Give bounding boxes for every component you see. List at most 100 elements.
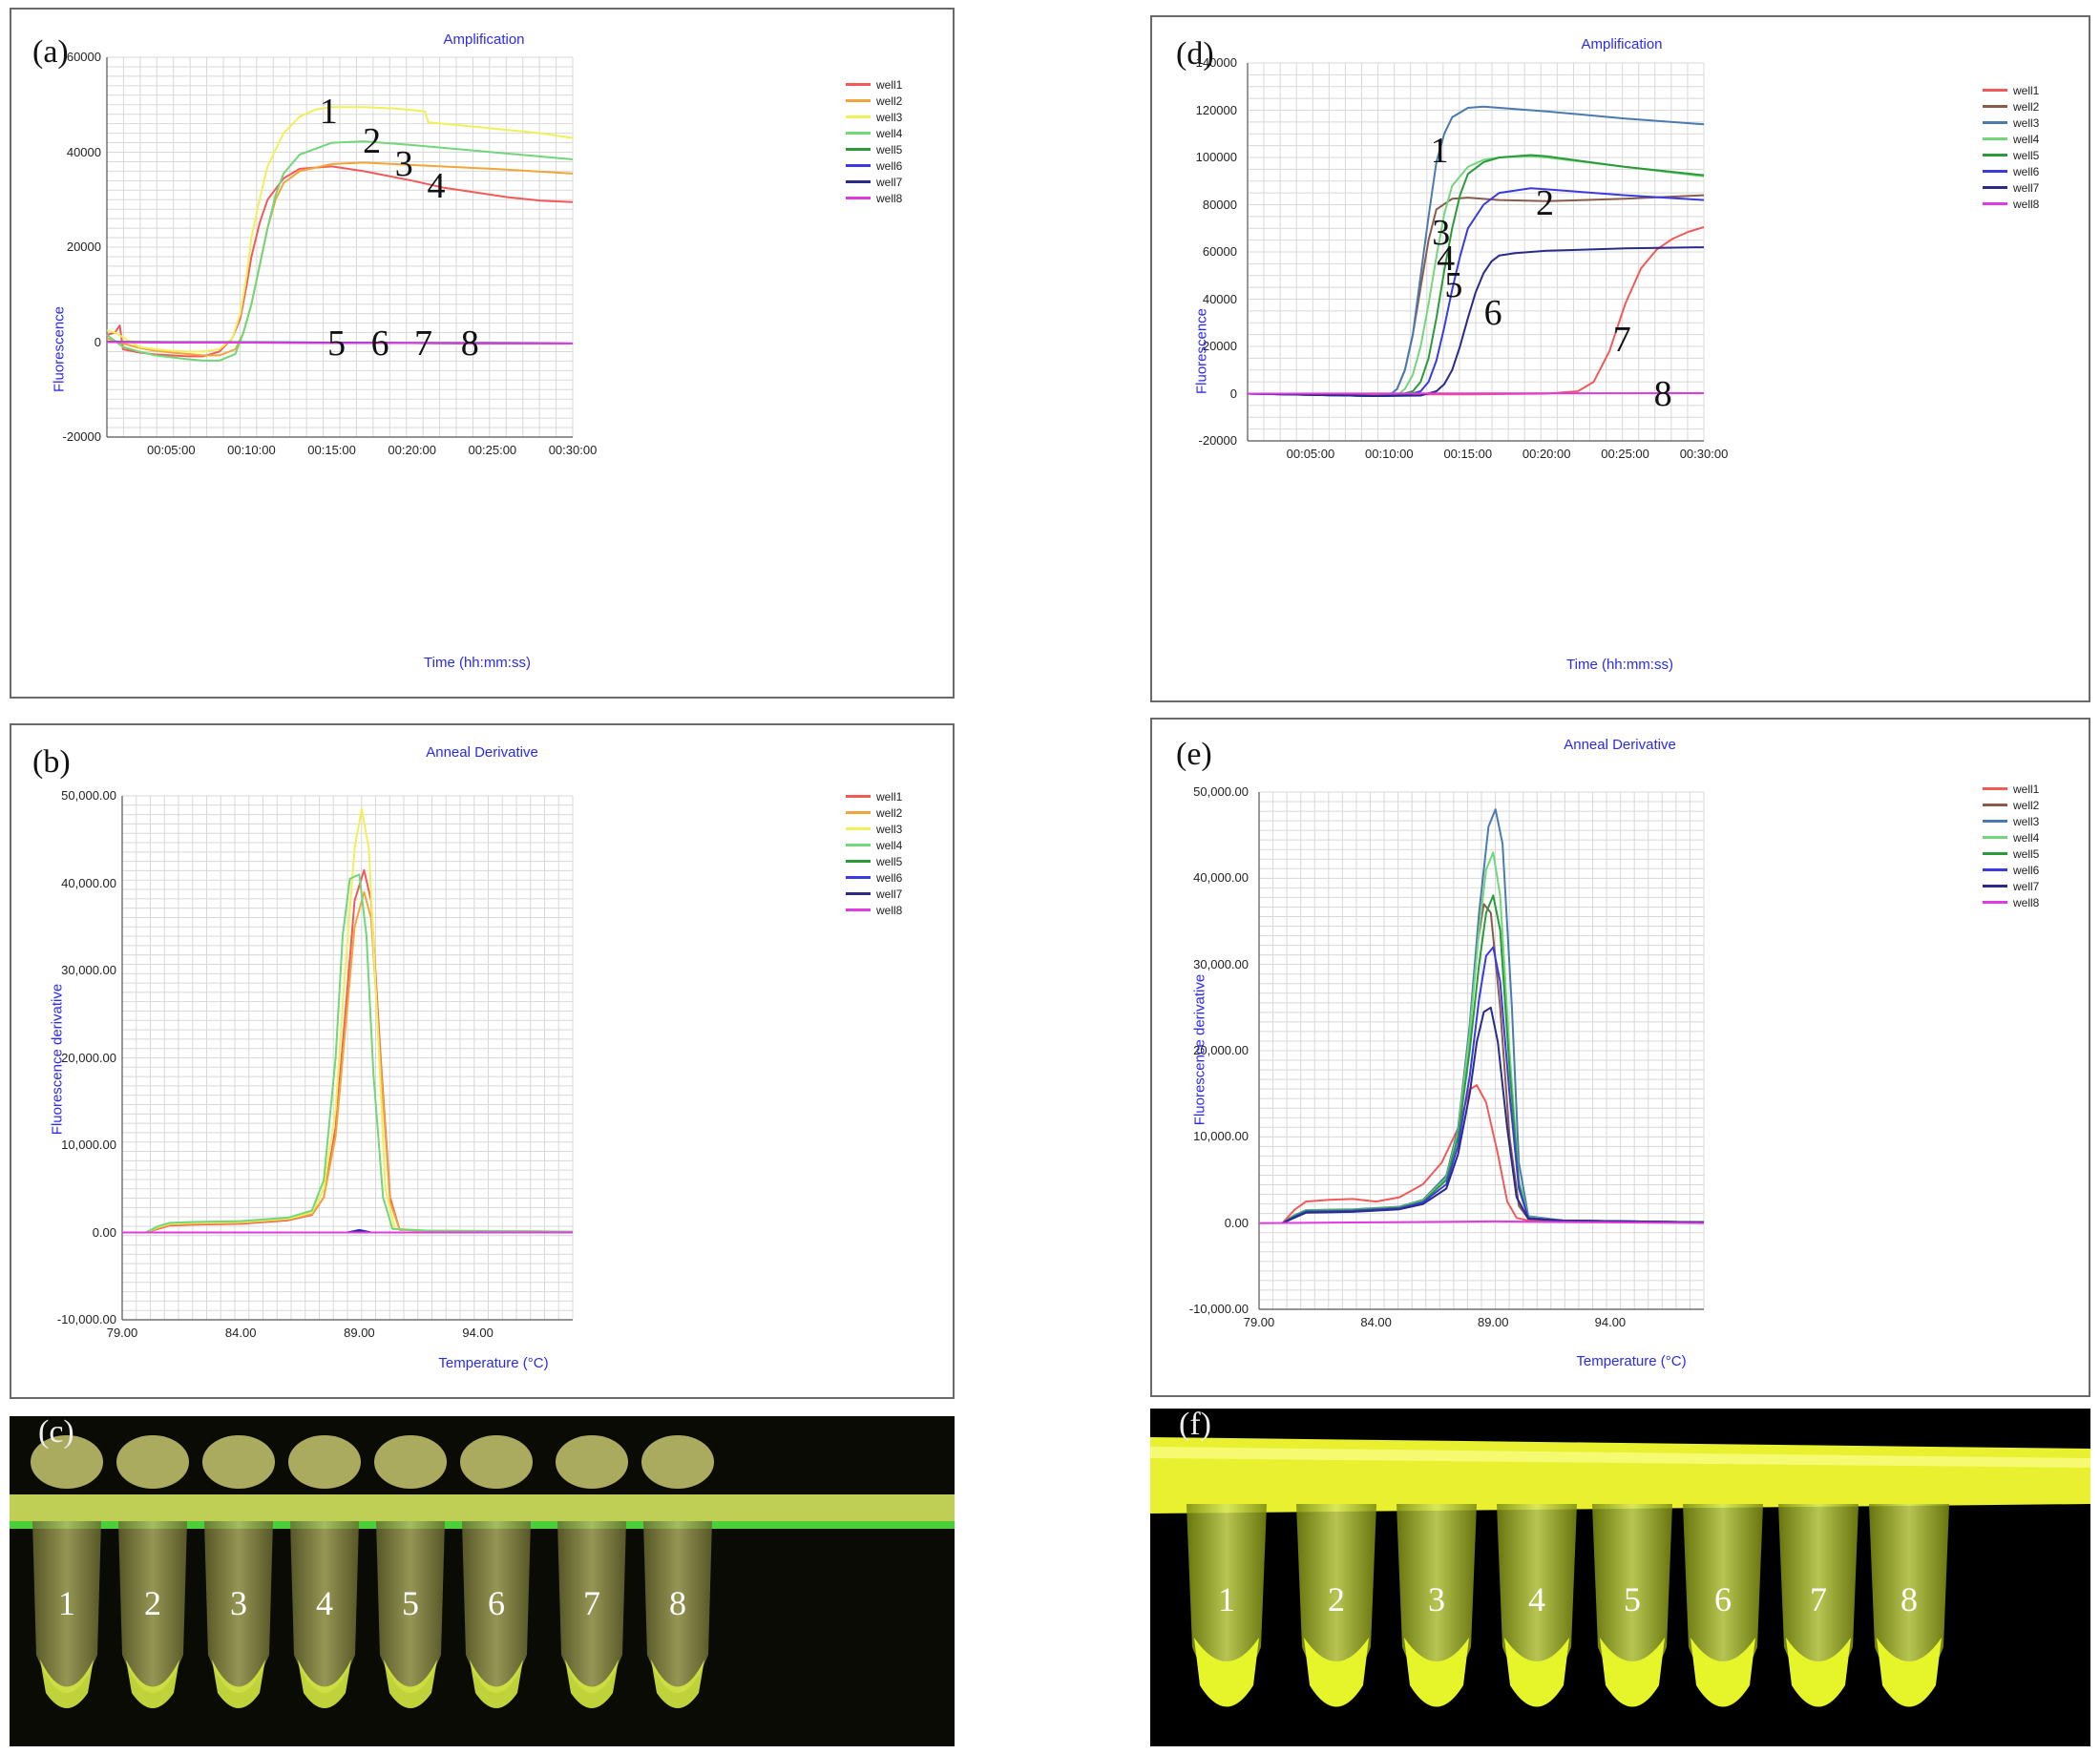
y-axis-label: Fluorescence derivative	[1191, 973, 1208, 1126]
legend-swatch	[846, 844, 871, 846]
tube-body	[376, 1521, 445, 1693]
legend-swatch	[1983, 820, 2007, 823]
legend-swatch	[1983, 202, 2007, 205]
derivative-chart-e	[1258, 791, 1705, 1310]
legend-label: well4	[876, 126, 903, 140]
legend-item: well2	[846, 804, 902, 821]
legend-label: well5	[876, 854, 903, 868]
legend-item: well6	[846, 157, 902, 174]
tube-cap	[556, 1435, 628, 1489]
curve-annotation: 5	[327, 323, 346, 364]
tube-body	[643, 1521, 712, 1693]
series-line-well1	[1281, 1084, 1705, 1224]
y-tick-label: 60000	[66, 50, 101, 64]
tube-number: 2	[144, 1584, 161, 1622]
panel-label: (f)	[1179, 1409, 1211, 1442]
tube-number: 8	[669, 1584, 686, 1622]
y-tick-label: 120000	[1195, 102, 1237, 117]
series-line-well4	[106, 140, 574, 362]
panel-f-photo: (f) 1 2 3 4 5 6 7 8	[1150, 1409, 2090, 1746]
legend-label: well1	[2013, 83, 2040, 97]
tube-cap	[460, 1435, 533, 1489]
panel-d: (d) Amplification 00:05:00 00:10:00 00:15:…	[1150, 15, 2090, 702]
legend-swatch	[846, 197, 871, 199]
tube-body	[1497, 1504, 1577, 1690]
panel-label: (a)	[32, 34, 69, 70]
tube-number: 5	[1624, 1580, 1641, 1618]
tube-body	[1396, 1504, 1477, 1690]
legend-label: well8	[2013, 895, 2040, 909]
tube-cap	[641, 1435, 714, 1489]
legend-swatch	[846, 164, 871, 167]
legend-label: well5	[2013, 148, 2040, 162]
legend-label: well3	[876, 110, 903, 124]
tube-number: 5	[402, 1584, 419, 1622]
curve-annotation: 6	[370, 323, 389, 364]
tube-body	[1778, 1504, 1858, 1690]
legend-item: well7	[1983, 878, 2039, 894]
legend-label: well2	[876, 94, 903, 108]
legend-label: well8	[876, 903, 903, 917]
y-tick-label: 20,000.00	[61, 1050, 116, 1065]
y-tick-label: 20000	[66, 240, 101, 254]
legend-label: well5	[2013, 846, 2040, 861]
y-axis-label: Fluorescence derivative	[49, 983, 66, 1136]
series-line-well8	[106, 341, 573, 345]
legend-label: well4	[2013, 132, 2040, 146]
legend-item: well8	[846, 190, 902, 206]
curve-annotation: 2	[363, 121, 382, 162]
legend-swatch	[1983, 137, 2007, 140]
legend-label: well8	[876, 191, 903, 205]
legend-swatch	[846, 180, 871, 183]
tube-liquid	[1600, 1638, 1665, 1707]
tube-liquid	[1690, 1638, 1755, 1707]
legend-label: well1	[2013, 782, 2040, 796]
legend-item: well2	[1983, 98, 2039, 115]
y-tick-label: -20000	[62, 429, 101, 444]
legend-item: well1	[846, 76, 902, 93]
legend-item: well7	[1983, 179, 2039, 196]
x-tick-label: 84.00	[1360, 1315, 1392, 1329]
y-tick-label: -20000	[1198, 433, 1237, 448]
legend-label: well3	[2013, 115, 2040, 130]
y-tick-label: 50,000.00	[61, 788, 116, 803]
x-tick-label: 00:30:00	[1679, 447, 1729, 461]
legend-item: well4	[1983, 829, 2039, 846]
curve-annotation: 1	[1430, 130, 1449, 171]
legend: well1 well2 well3 well4 well5 well6 well7 well8	[846, 76, 902, 206]
legend-label: well8	[2013, 197, 2040, 211]
y-tick-label: 50,000.00	[1193, 784, 1249, 799]
legend-swatch	[1983, 154, 2007, 157]
legend-label: well2	[876, 805, 903, 820]
legend-swatch	[1983, 901, 2007, 904]
grid	[106, 56, 574, 438]
tube-liquid	[40, 1660, 94, 1708]
y-axis-label: Fluorescence	[51, 305, 68, 393]
x-tick-label: 89.00	[344, 1326, 375, 1340]
curve-annotation: 7	[414, 323, 432, 364]
x-axis-label: Time (hh:mm:ss)	[424, 655, 531, 671]
curve-annotation: 6	[1483, 293, 1502, 334]
tube-liquid	[126, 1660, 179, 1708]
legend-item: well8	[846, 902, 902, 918]
tube-body	[290, 1521, 359, 1693]
legend-swatch	[846, 892, 871, 895]
legend-swatch	[1983, 852, 2007, 855]
tube-liquid	[565, 1660, 619, 1708]
tube-number: 7	[1810, 1580, 1827, 1618]
curve-annotation: 8	[460, 323, 479, 364]
panel-b: (b) Anneal Derivative 79.00 84.00 89.00 94.…	[10, 723, 955, 1399]
legend-label: well6	[2013, 164, 2040, 178]
legend-swatch	[1983, 787, 2007, 790]
y-tick-label: 40000	[1202, 291, 1237, 306]
x-tick-label: 00:05:00	[1286, 447, 1335, 461]
curve-annotation: 7	[1612, 319, 1631, 360]
series-line-well7	[1247, 246, 1705, 397]
tube-liquid	[384, 1660, 437, 1708]
y-tick-label: 10,000.00	[1193, 1129, 1249, 1144]
tube-body	[1592, 1504, 1672, 1690]
y-tick-label: 0	[1229, 386, 1237, 401]
y-tick-label: 140000	[1195, 55, 1237, 70]
tube-number: 6	[488, 1584, 505, 1622]
legend-item: well8	[1983, 894, 2039, 910]
